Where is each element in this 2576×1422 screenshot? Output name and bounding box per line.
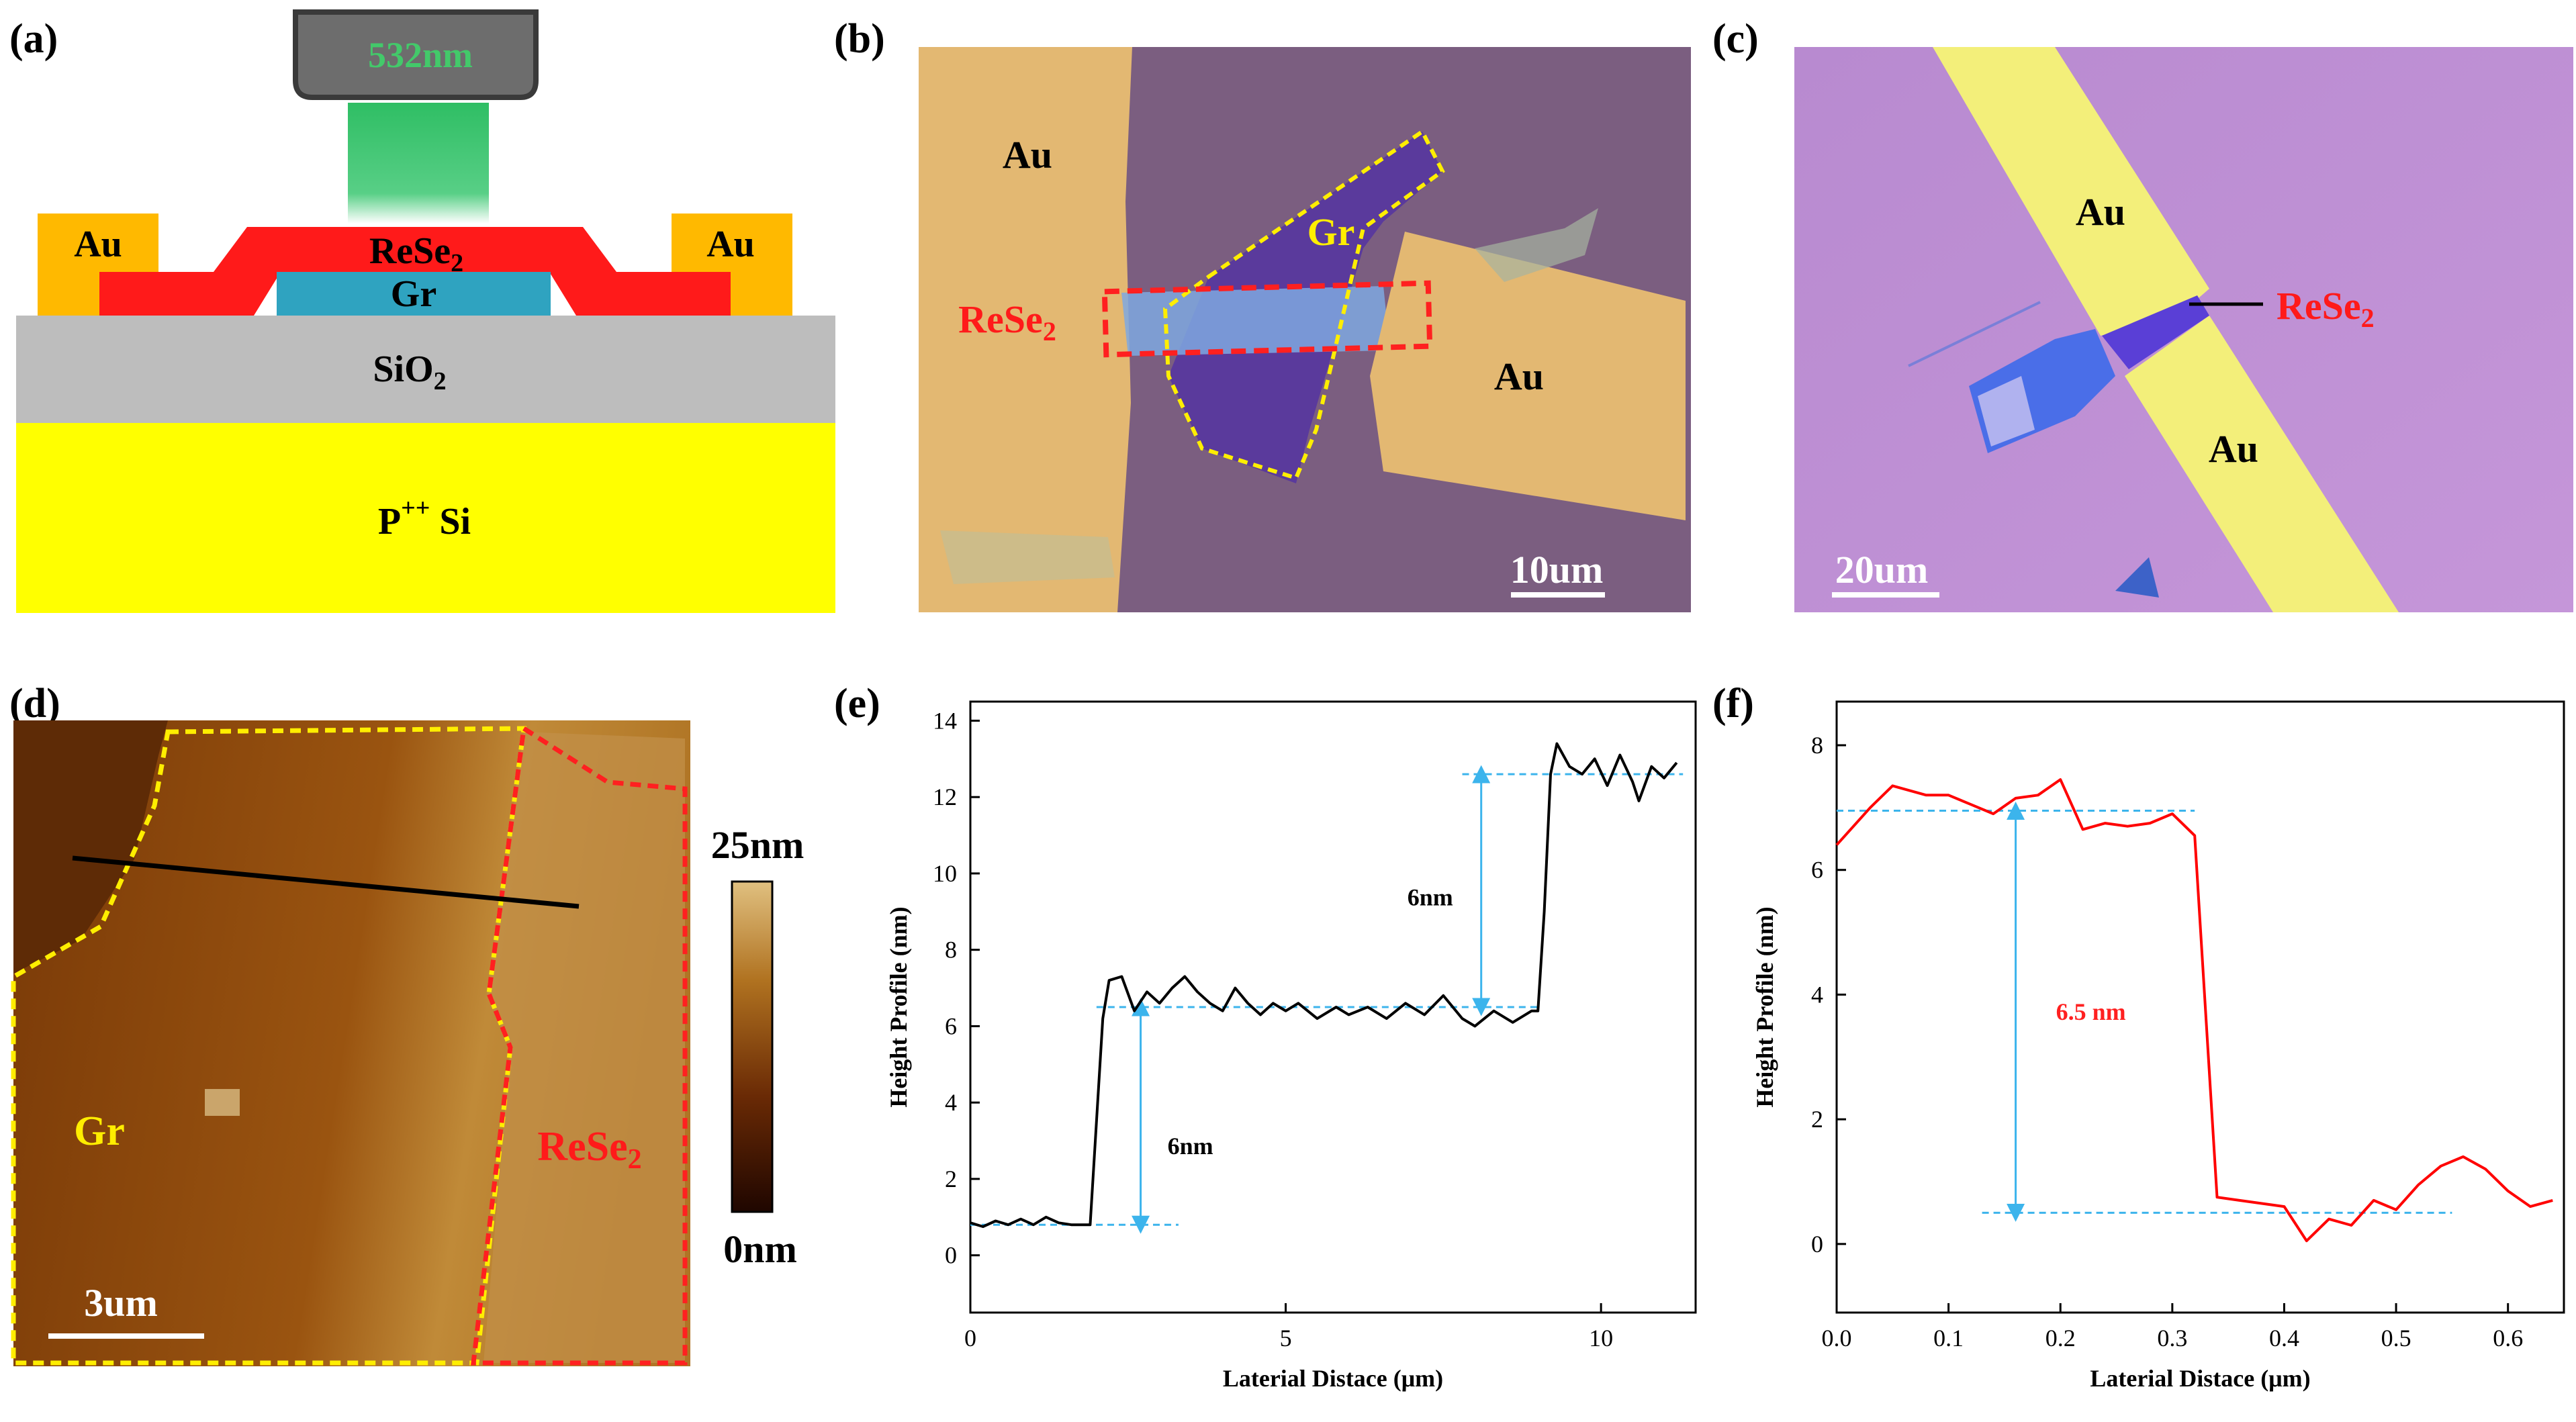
- afm-substrate: [13, 720, 168, 974]
- panel-label-f: (f): [1712, 681, 1754, 726]
- colorbar-max: 25nm: [711, 823, 804, 867]
- height-label: 6nm: [1168, 1133, 1213, 1159]
- plot-frame: [1835, 700, 2565, 1314]
- rese2-label-b: ReSe2: [958, 297, 1056, 346]
- debris: [2115, 557, 2159, 598]
- x-tick-label: 10: [1589, 1325, 1613, 1352]
- panel-label-c: (c): [1712, 16, 1759, 62]
- au-label-b1: Au: [1003, 133, 1052, 177]
- rese2-box: [1101, 280, 1433, 358]
- si-label: P++ Si: [378, 494, 471, 542]
- y-tick-label: 0: [1811, 1231, 1823, 1258]
- si-substrate: [16, 423, 835, 613]
- x-axis-label: Laterial Distace (μm): [1223, 1365, 1443, 1392]
- gr-label-b: Gr: [1307, 210, 1355, 254]
- residue: [940, 530, 1115, 584]
- y-tick-label: 8: [1811, 732, 1823, 759]
- y-tick-label: 4: [945, 1089, 957, 1116]
- rese2-flake: [1121, 286, 1390, 356]
- y-tick-label: 6: [945, 1012, 957, 1039]
- rese2-channel: [2102, 295, 2209, 369]
- y-axis-label: Height Profile (nm): [885, 906, 912, 1107]
- panel-label-b: (b): [834, 16, 885, 62]
- y-tick-label: 12: [933, 784, 957, 810]
- x-tick-label: 0: [964, 1325, 976, 1352]
- scalebar-label-c: 20um: [1835, 548, 1929, 591]
- sio2-label: SiO2: [373, 348, 446, 395]
- laser-head: [293, 9, 539, 100]
- colorbar: [731, 880, 774, 1213]
- chart-e: 0 5 10 0 2 4 6 8 10 12 14 Laterial Distace (μm) Heig…: [885, 700, 1697, 1392]
- panel-label-e: (e): [834, 681, 880, 726]
- series-line: [1835, 778, 2553, 1243]
- y-tick-label: 8: [945, 937, 957, 963]
- panel-f: (f) 0.0 0.1 0.2 0.3 0.4 0.5 0.6 0 2 4 6 8 Laterial D…: [1712, 681, 2565, 1392]
- fiber: [1908, 301, 2041, 367]
- rese2-outline-d: [471, 724, 688, 1366]
- x-tick-label: 0.5: [2381, 1325, 2411, 1352]
- chart-f: 0.0 0.1 0.2 0.3 0.4 0.5 0.6 0 2 4 6 8 Laterial Dista…: [1751, 700, 2565, 1392]
- au-label-c1: Au: [2076, 190, 2125, 234]
- scalebar-d: [48, 1333, 204, 1339]
- rese2-label-d: ReSe2: [537, 1124, 641, 1175]
- y-tick-label: 2: [945, 1166, 957, 1192]
- y-tick-label: 4: [1811, 981, 1823, 1008]
- au-strip-top: [1933, 47, 2209, 336]
- colorbar-min: 0nm: [723, 1227, 797, 1271]
- gr-label: Gr: [391, 273, 436, 315]
- scalebar-label-b: 10um: [1510, 548, 1604, 591]
- y-tick-label: 10: [933, 860, 957, 887]
- scalebar-label-d: 3um: [84, 1281, 158, 1325]
- residue: [1475, 208, 1598, 282]
- panel-label-a: (a): [9, 16, 58, 62]
- panel-b: (b) Au Au Gr ReSe2 10um: [834, 16, 1691, 612]
- au-label-right: Au: [706, 224, 755, 265]
- y-tick-label: 2: [1811, 1106, 1823, 1133]
- y-tick-label: 6: [1811, 857, 1823, 884]
- panel-d: (d) Gr ReSe2 3um 25nm 0nm: [9, 681, 804, 1366]
- au-electrode-left: [919, 47, 1132, 612]
- au-label-c2: Au: [2209, 427, 2258, 471]
- panel-a: (a) 532nm Au Au ReSe2 Gr SiO2 P++ Si: [9, 9, 835, 613]
- height-label: 6.5 nm: [2056, 998, 2126, 1025]
- scalebar-c: [1832, 592, 1939, 598]
- gr-label-d: Gr: [74, 1108, 125, 1154]
- x-tick-label: 0.2: [2045, 1325, 2076, 1352]
- au-label-left: Au: [74, 224, 122, 265]
- particle: [205, 1089, 240, 1116]
- graphene-outline: [1162, 128, 1445, 481]
- laser-label: 532nm: [368, 35, 473, 75]
- x-tick-label: 0.1: [1933, 1325, 1964, 1352]
- series-line: [970, 742, 1678, 1228]
- x-tick-label: 5: [1280, 1325, 1292, 1352]
- y-tick-label: 0: [945, 1242, 957, 1269]
- panel-label-d: (d): [9, 681, 60, 726]
- laser-beam: [348, 103, 489, 224]
- rese2-label: ReSe2: [369, 230, 463, 277]
- sio2-layer: [16, 316, 835, 423]
- y-tick-label: 14: [933, 707, 957, 734]
- x-tick-label: 0.6: [2493, 1325, 2523, 1352]
- x-tick-label: 0.0: [1822, 1325, 1852, 1352]
- afm-rese2: [484, 732, 685, 1363]
- height-label: 6nm: [1408, 884, 1453, 911]
- y-axis-label: Height Profile (nm): [1751, 906, 1778, 1107]
- au-label-b2: Au: [1494, 354, 1544, 398]
- flake-highlight: [1978, 376, 2035, 446]
- rese2-label-c: ReSe2: [2276, 284, 2375, 333]
- graphene-layer: [277, 272, 551, 316]
- panel-e: (e) 0 5 10 0 2 4 6 8 10 12 14 Laterial Distace (μm)…: [834, 681, 1697, 1392]
- au-electrode-right: [1370, 232, 1686, 520]
- au-strip-bottom: [2125, 316, 2399, 612]
- panel-c: (c) Au Au ReSe2 20um: [1712, 16, 2573, 612]
- scalebar-b: [1511, 592, 1605, 598]
- x-tick-label: 0.3: [2157, 1325, 2187, 1352]
- plot-frame: [969, 700, 1697, 1314]
- profile-line: [72, 855, 580, 909]
- x-tick-label: 0.4: [2269, 1325, 2299, 1352]
- rese2-layer: [99, 227, 731, 316]
- x-axis-label: Laterial Distace (μm): [2090, 1365, 2310, 1392]
